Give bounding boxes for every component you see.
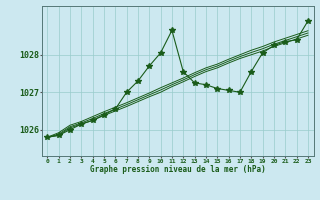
X-axis label: Graphe pression niveau de la mer (hPa): Graphe pression niveau de la mer (hPa): [90, 165, 266, 174]
